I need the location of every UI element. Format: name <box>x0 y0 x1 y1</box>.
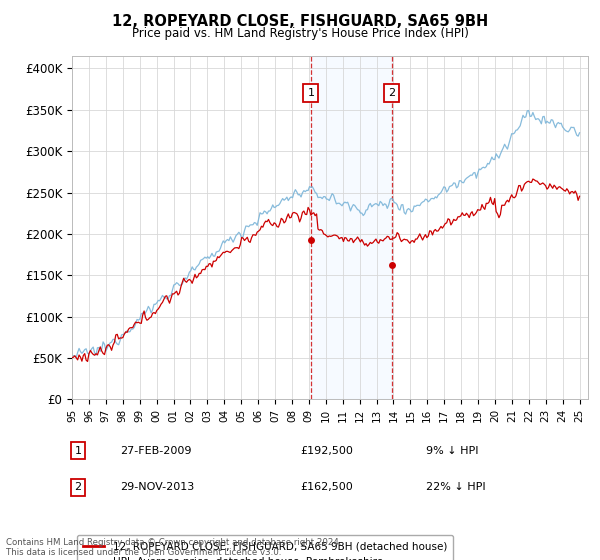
Text: 2: 2 <box>74 482 82 492</box>
Text: £192,500: £192,500 <box>300 446 353 456</box>
Text: 2: 2 <box>388 88 395 98</box>
Text: 1: 1 <box>74 446 82 456</box>
Text: Price paid vs. HM Land Registry's House Price Index (HPI): Price paid vs. HM Land Registry's House … <box>131 27 469 40</box>
Legend: 12, ROPEYARD CLOSE, FISHGUARD, SA65 9BH (detached house), HPI: Average price, de: 12, ROPEYARD CLOSE, FISHGUARD, SA65 9BH … <box>77 535 453 560</box>
Text: 27-FEB-2009: 27-FEB-2009 <box>120 446 191 456</box>
Text: 22% ↓ HPI: 22% ↓ HPI <box>426 482 485 492</box>
Text: £162,500: £162,500 <box>300 482 353 492</box>
Text: 29-NOV-2013: 29-NOV-2013 <box>120 482 194 492</box>
Bar <box>311 56 392 399</box>
Text: 12, ROPEYARD CLOSE, FISHGUARD, SA65 9BH: 12, ROPEYARD CLOSE, FISHGUARD, SA65 9BH <box>112 14 488 29</box>
Text: Contains HM Land Registry data © Crown copyright and database right 2024.
This d: Contains HM Land Registry data © Crown c… <box>6 538 341 557</box>
Text: 9% ↓ HPI: 9% ↓ HPI <box>426 446 479 456</box>
Text: 1: 1 <box>307 88 314 98</box>
